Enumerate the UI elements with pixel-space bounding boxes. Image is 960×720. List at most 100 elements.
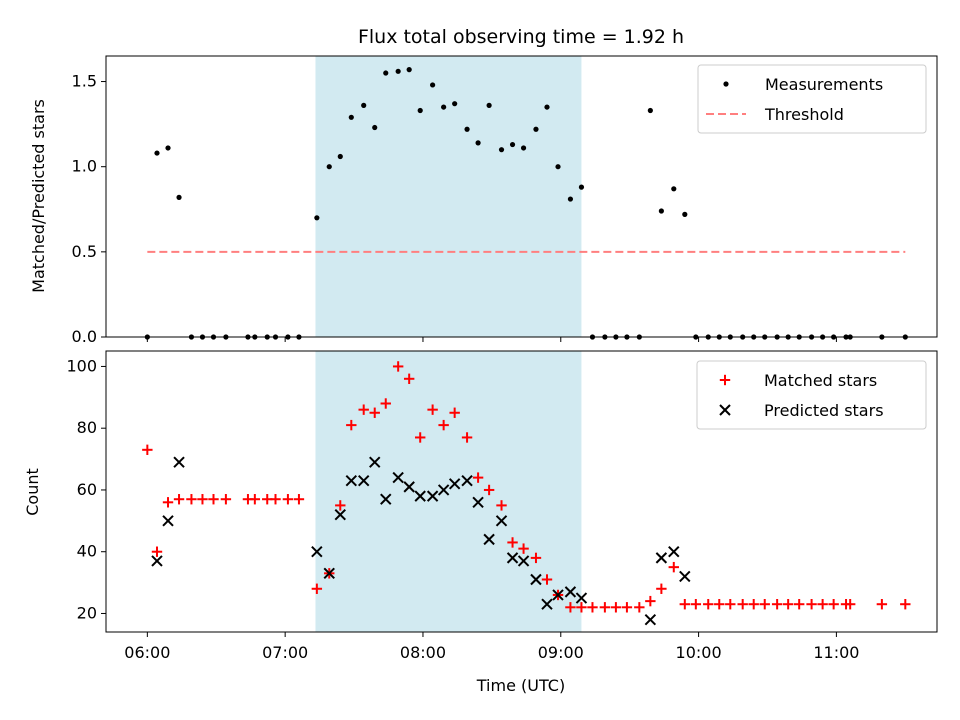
- x-stroke-b: [357, 474, 370, 487]
- data-point: [461, 432, 473, 443]
- data-point: [186, 494, 197, 505]
- data-point: [208, 494, 219, 505]
- x-stroke-b: [369, 456, 381, 468]
- data-point: [151, 555, 163, 567]
- data-point: [806, 599, 817, 610]
- x-stroke-b: [334, 508, 346, 521]
- series-layer-1: [142, 361, 911, 626]
- data-point: [828, 599, 839, 610]
- x-stroke-b: [311, 546, 323, 558]
- data-point: [668, 561, 679, 573]
- legend-box: [697, 64, 927, 134]
- data-point: [725, 599, 736, 610]
- x-stroke-b: [151, 555, 163, 567]
- data-point: [552, 589, 564, 601]
- x-stroke-b: [437, 484, 450, 496]
- data-point: [782, 599, 794, 610]
- data-point: [173, 494, 185, 505]
- x-stroke-b: [541, 598, 553, 610]
- x-stroke-b: [403, 481, 415, 493]
- x-tick-label: 11:00: [813, 643, 859, 662]
- data-point: [162, 515, 174, 527]
- data-point: [771, 599, 783, 610]
- data-point: [647, 107, 653, 114]
- x-tick-label: 06:00: [124, 643, 170, 662]
- x-stroke-b: [323, 567, 335, 580]
- data-point: [165, 145, 171, 151]
- x-stroke-b: [679, 570, 691, 583]
- data-point: [507, 537, 518, 548]
- legend-label: Matched stars: [764, 371, 877, 390]
- data-point: [311, 583, 323, 594]
- data-point: [154, 150, 160, 156]
- data-point: [335, 500, 346, 511]
- observing-window-span: [315, 56, 582, 337]
- axes-frame: [105, 350, 938, 633]
- data-point: [452, 101, 458, 107]
- data-point: [817, 599, 828, 610]
- data-point: [690, 599, 702, 610]
- data-point: [679, 570, 691, 583]
- x-stroke-b: [162, 515, 174, 527]
- data-point: [438, 419, 449, 431]
- x-tick-label: 09:00: [538, 643, 584, 662]
- data-point: [610, 602, 622, 613]
- x-stroke-b: [655, 552, 668, 564]
- data-point: [900, 599, 911, 610]
- data-point: [372, 124, 378, 131]
- data-point: [565, 602, 576, 613]
- data-point: [621, 602, 633, 613]
- data-point: [427, 404, 438, 415]
- x-tick-label: 10:00: [676, 643, 722, 662]
- ratio-panel: Flux total observing time = 1.92 h Match…: [29, 26, 938, 346]
- data-point: [671, 186, 677, 192]
- data-point: [220, 494, 232, 505]
- data-point: [520, 145, 527, 151]
- data-point: [346, 419, 357, 431]
- data-point: [415, 432, 426, 443]
- data-point: [311, 546, 323, 558]
- x-stroke-b: [472, 496, 484, 509]
- data-point: [564, 586, 577, 598]
- chart-title: Flux total observing time = 1.92 h: [358, 26, 684, 48]
- data-point: [541, 598, 553, 610]
- data-point: [357, 474, 370, 487]
- legend-label: Predicted stars: [764, 401, 884, 420]
- data-point: [380, 493, 392, 505]
- legend-label: Threshold: [764, 105, 844, 124]
- x-stroke-b: [644, 613, 657, 626]
- x-stroke-b: [380, 493, 392, 505]
- data-point: [518, 543, 529, 554]
- data-point: [326, 164, 332, 170]
- legend-marker: [723, 81, 729, 87]
- data-point: [496, 500, 507, 511]
- x-stroke-b: [426, 490, 439, 502]
- x-stroke-b: [668, 546, 680, 558]
- data-point: [314, 215, 320, 221]
- data-point: [533, 126, 539, 132]
- data-point: [426, 490, 439, 502]
- data-point: [249, 494, 261, 505]
- data-point: [293, 494, 305, 505]
- legend-1: Matched stars Predicted stars: [696, 360, 927, 430]
- legend-label: Measurements: [765, 75, 883, 94]
- data-point: [449, 407, 460, 418]
- data-point: [655, 552, 668, 564]
- x-axis-title: Time (UTC): [476, 676, 565, 695]
- x-stroke-b: [575, 592, 588, 604]
- data-point: [517, 555, 530, 567]
- y-tick-label: 40: [77, 542, 97, 561]
- data-point: [486, 102, 492, 108]
- data-point: [714, 599, 725, 610]
- data-point: [578, 184, 585, 190]
- x-stroke-b: [173, 456, 185, 468]
- x-stroke-b: [461, 474, 473, 487]
- data-point: [498, 147, 505, 153]
- data-point: [406, 67, 412, 73]
- data-point: [759, 599, 770, 610]
- data-point: [337, 153, 343, 160]
- x-stroke-b: [345, 474, 358, 487]
- data-point: [555, 164, 561, 170]
- data-point: [475, 140, 481, 146]
